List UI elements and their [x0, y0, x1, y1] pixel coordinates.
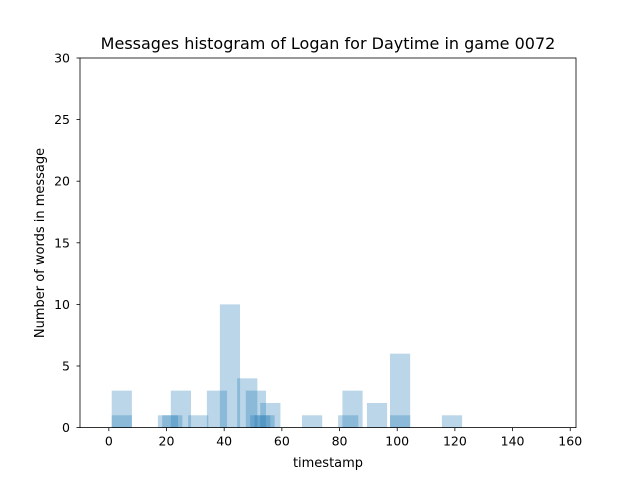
- histogram-bar-19: [441, 415, 463, 428]
- x-tick-label-80: 80: [332, 434, 348, 449]
- y-tick-label-30: 30: [54, 51, 70, 66]
- x-axis-label: timestamp: [293, 456, 363, 471]
- x-tick-label-100: 100: [385, 434, 409, 449]
- bars-group: [111, 304, 463, 428]
- x-axis-ticks: 0 20 40 60 80 100 120 140 160: [105, 427, 582, 449]
- histogram-bar-15: [342, 390, 363, 428]
- x-tick-label-160: 160: [558, 434, 582, 449]
- histogram-bar-0: [111, 390, 132, 428]
- histogram-bar-4: [170, 390, 192, 428]
- x-tick-label-0: 0: [105, 434, 113, 449]
- histogram-bar-2: [157, 415, 179, 428]
- y-tick-label-0: 0: [62, 420, 70, 435]
- histogram-bar-8: [237, 378, 258, 428]
- histogram-bar-1: [111, 415, 132, 428]
- x-tick-label-120: 120: [443, 434, 467, 449]
- y-tick-label-5: 5: [62, 359, 70, 374]
- histogram-bar-17: [390, 353, 411, 428]
- y-tick-label-20: 20: [54, 174, 70, 189]
- plot-frame: [79, 57, 577, 429]
- x-tick-label-140: 140: [501, 434, 525, 449]
- histogram-bar-7: [219, 304, 241, 428]
- y-tick-label-15: 15: [54, 235, 70, 250]
- x-tick-label-60: 60: [274, 434, 290, 449]
- chart-title: Messages histogram of Logan for Daytime …: [101, 34, 556, 53]
- histogram-bar-12: [260, 402, 281, 428]
- histogram-bar-11: [254, 415, 275, 428]
- histogram-bar-9: [245, 390, 266, 428]
- histogram-bar-6: [206, 390, 228, 428]
- y-tick-label-10: 10: [54, 297, 70, 312]
- histogram-bar-18: [390, 415, 411, 428]
- y-axis-label: Number of words in message: [33, 148, 48, 338]
- histogram-bar-10: [250, 415, 271, 428]
- x-tick-label-20: 20: [159, 434, 175, 449]
- histogram-bar-16: [366, 402, 388, 428]
- histogram-bar-13: [302, 415, 323, 428]
- histogram-bar-3: [162, 415, 183, 428]
- y-axis-ticks: 0 5 10 15 20 25 30: [54, 51, 80, 435]
- x-tick-label-40: 40: [216, 434, 232, 449]
- histogram-bar-5: [188, 415, 209, 428]
- y-tick-label-25: 25: [54, 112, 70, 127]
- histogram-bar-14: [338, 415, 359, 428]
